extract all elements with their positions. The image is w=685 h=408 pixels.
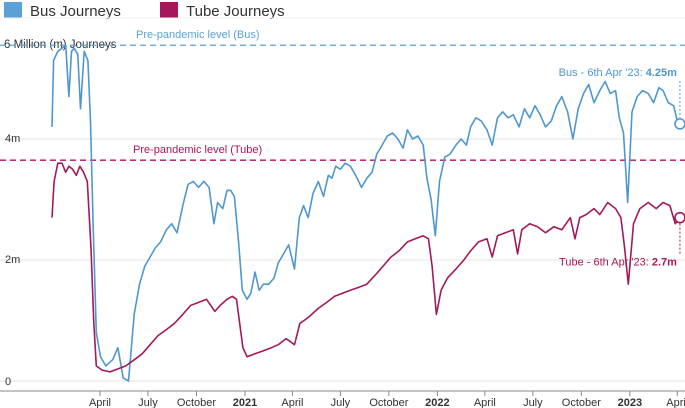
x-tick-label: 2022 bbox=[425, 397, 449, 408]
legend-label-bus: Bus Journeys bbox=[30, 3, 121, 20]
legend-label-tube: Tube Journeys bbox=[186, 3, 285, 20]
x-tick-label: October bbox=[177, 397, 216, 408]
annotation-point[interactable] bbox=[674, 118, 685, 130]
legend[interactable]: Bus Journeys Tube Journeys bbox=[4, 2, 285, 20]
y-tick-label: 0 bbox=[5, 376, 11, 388]
legend-swatch-tube bbox=[160, 2, 178, 18]
legend-swatch-bus bbox=[4, 2, 22, 18]
x-tick-label: 2021 bbox=[233, 397, 257, 408]
reference-lines: Pre-pandemic level (Bus) Pre-pandemic lev… bbox=[0, 29, 685, 161]
x-tick-label: July bbox=[138, 397, 158, 408]
x-tick-label: October bbox=[562, 397, 601, 408]
series-line bbox=[51, 44, 681, 382]
series-lines bbox=[51, 44, 681, 382]
x-tick-label: October bbox=[369, 397, 408, 408]
annotation-point[interactable] bbox=[674, 211, 685, 224]
x-tick-label: April bbox=[281, 397, 303, 408]
legend-item-bus[interactable]: Bus Journeys bbox=[4, 2, 121, 20]
x-tick-label: July bbox=[331, 397, 351, 408]
annotation-label: Bus - 6th Apr '23: 4.25m bbox=[559, 67, 678, 79]
reference-line-label: Pre-pandemic level (Bus) bbox=[136, 29, 260, 41]
x-tick-label: April bbox=[474, 397, 496, 408]
y-tick-labels: 0 2m 4m bbox=[5, 133, 20, 388]
x-tick-label: April bbox=[89, 397, 111, 408]
legend-item-tube[interactable]: Tube Journeys bbox=[160, 2, 285, 20]
gridlines bbox=[0, 17, 685, 382]
x-tick-label: April bbox=[666, 397, 685, 408]
x-tick-labels: April July October 2021 April July October 2022… bbox=[89, 391, 685, 408]
y-tick-label: 2m bbox=[5, 254, 20, 266]
annotation-label: Tube - 6th Apr '23: 2.7m bbox=[559, 257, 677, 269]
annotations: Bus - 6th Apr '23: 4.25m Tube - 6th Apr '… bbox=[559, 67, 685, 269]
reference-line-label: Pre-pandemic level (Tube) bbox=[133, 144, 262, 156]
x-tick-label: July bbox=[523, 397, 543, 408]
x-tick-label: 2023 bbox=[618, 397, 642, 408]
y-tick-label: 4m bbox=[5, 133, 20, 145]
series-line bbox=[51, 162, 681, 373]
